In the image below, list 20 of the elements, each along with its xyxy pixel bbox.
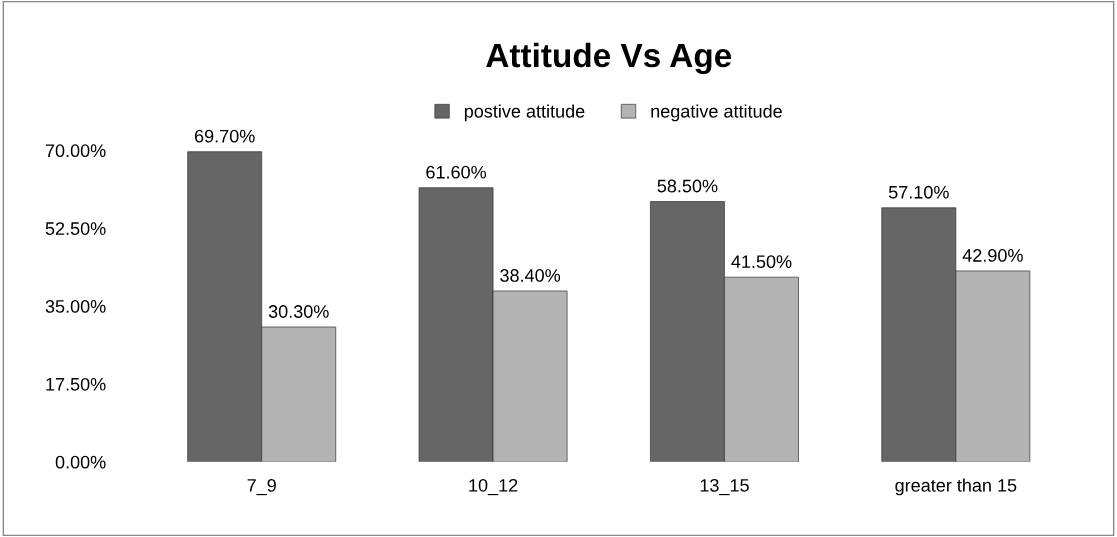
y-tick-label: 35.00%: [45, 300, 106, 313]
y-tick-label: 52.50%: [45, 222, 106, 235]
y-tick-label: 17.50%: [46, 377, 106, 391]
data-label: 38.40%: [500, 269, 561, 282]
data-label: 61.60%: [426, 165, 487, 179]
data-label: 57.10%: [888, 185, 949, 199]
legend-label: negative attitude: [651, 104, 782, 122]
data-label: 42.90%: [962, 249, 1023, 262]
x-tick-label: 13_15: [700, 478, 749, 496]
chart-title: Attitude Vs Age: [486, 42, 732, 75]
data-label: 69.70%: [194, 129, 255, 143]
data-label: 58.50%: [657, 179, 718, 193]
y-tick-label: 70.00%: [45, 144, 106, 158]
x-tick-label: 7_9: [247, 478, 276, 496]
legend-label: postive attitude: [464, 104, 585, 122]
data-label: 41.50%: [731, 255, 792, 269]
y-tick-label: 0.00%: [55, 455, 106, 469]
data-label: 30.30%: [268, 305, 329, 318]
x-tick-label: greater than 15: [895, 478, 1017, 496]
x-tick-label: 10_12: [469, 478, 518, 496]
